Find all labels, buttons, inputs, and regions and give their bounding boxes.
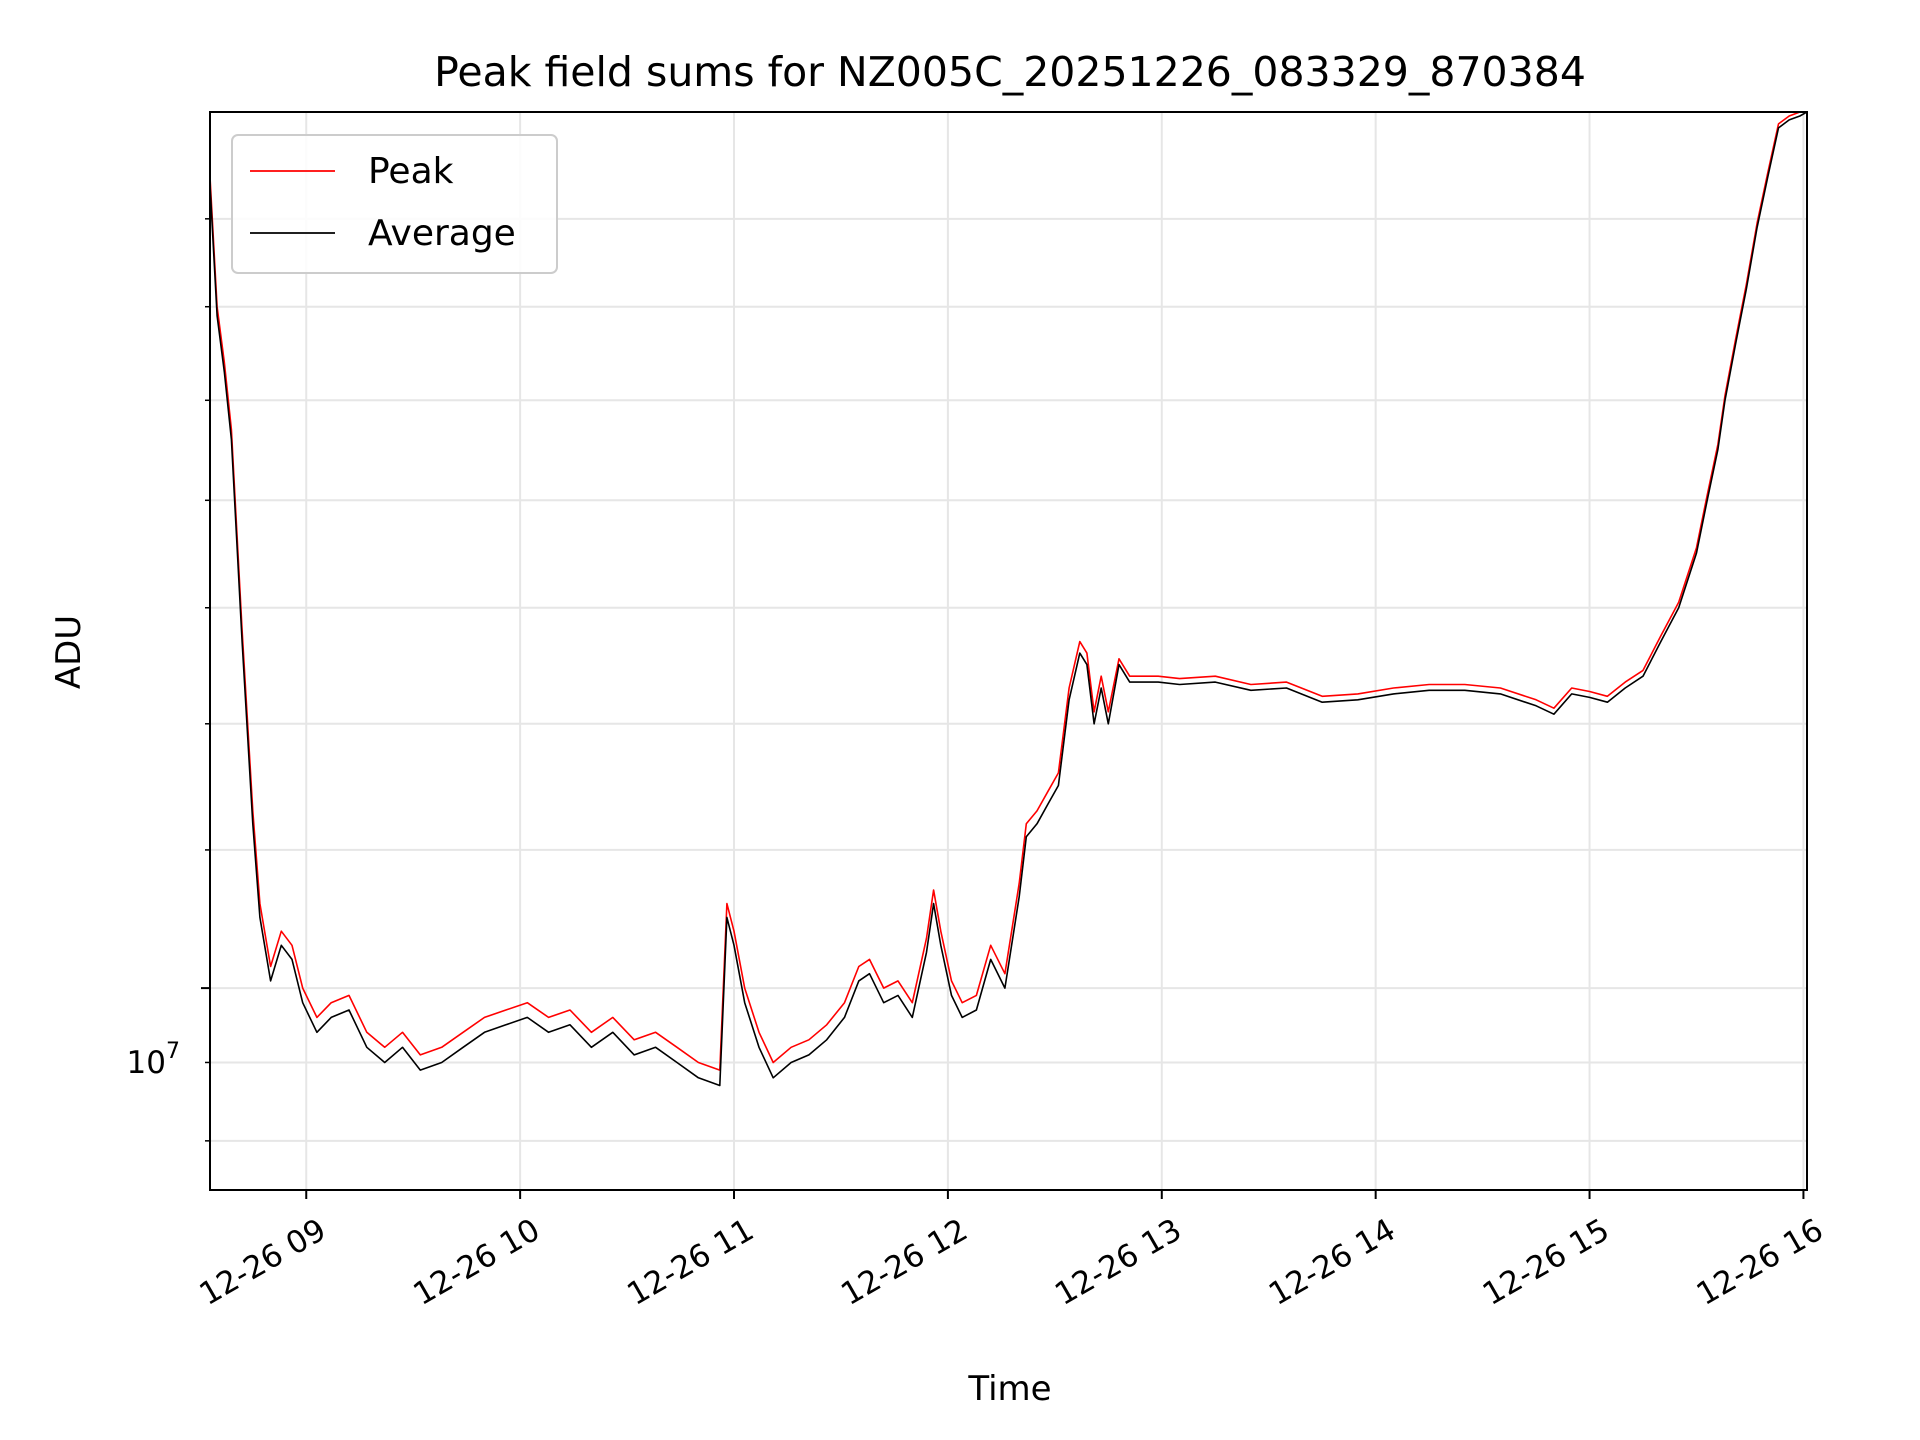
chart-title: Peak field sums for NZ005C_20251226_0833… (434, 48, 1586, 96)
plot-frame (209, 111, 1808, 1191)
y-tick-exponent: 7 (166, 1039, 180, 1064)
legend-peak-label: Peak (368, 151, 454, 192)
legend: Peak Average (231, 134, 558, 274)
y-axis-ticks (201, 218, 210, 1142)
legend-average-label: Average (368, 213, 516, 254)
x-axis-label: Time (967, 1369, 1051, 1409)
plot-lines (210, 112, 1807, 1087)
grid-lines (210, 112, 1807, 1190)
y-tick-label-major: 107 (127, 1039, 180, 1081)
y-tick-base: 10 (127, 1045, 166, 1081)
legend-box (231, 134, 558, 274)
peak-series-line (210, 112, 1802, 1071)
average-series-line (210, 112, 1807, 1087)
y-axis-label: ADU (49, 615, 89, 689)
